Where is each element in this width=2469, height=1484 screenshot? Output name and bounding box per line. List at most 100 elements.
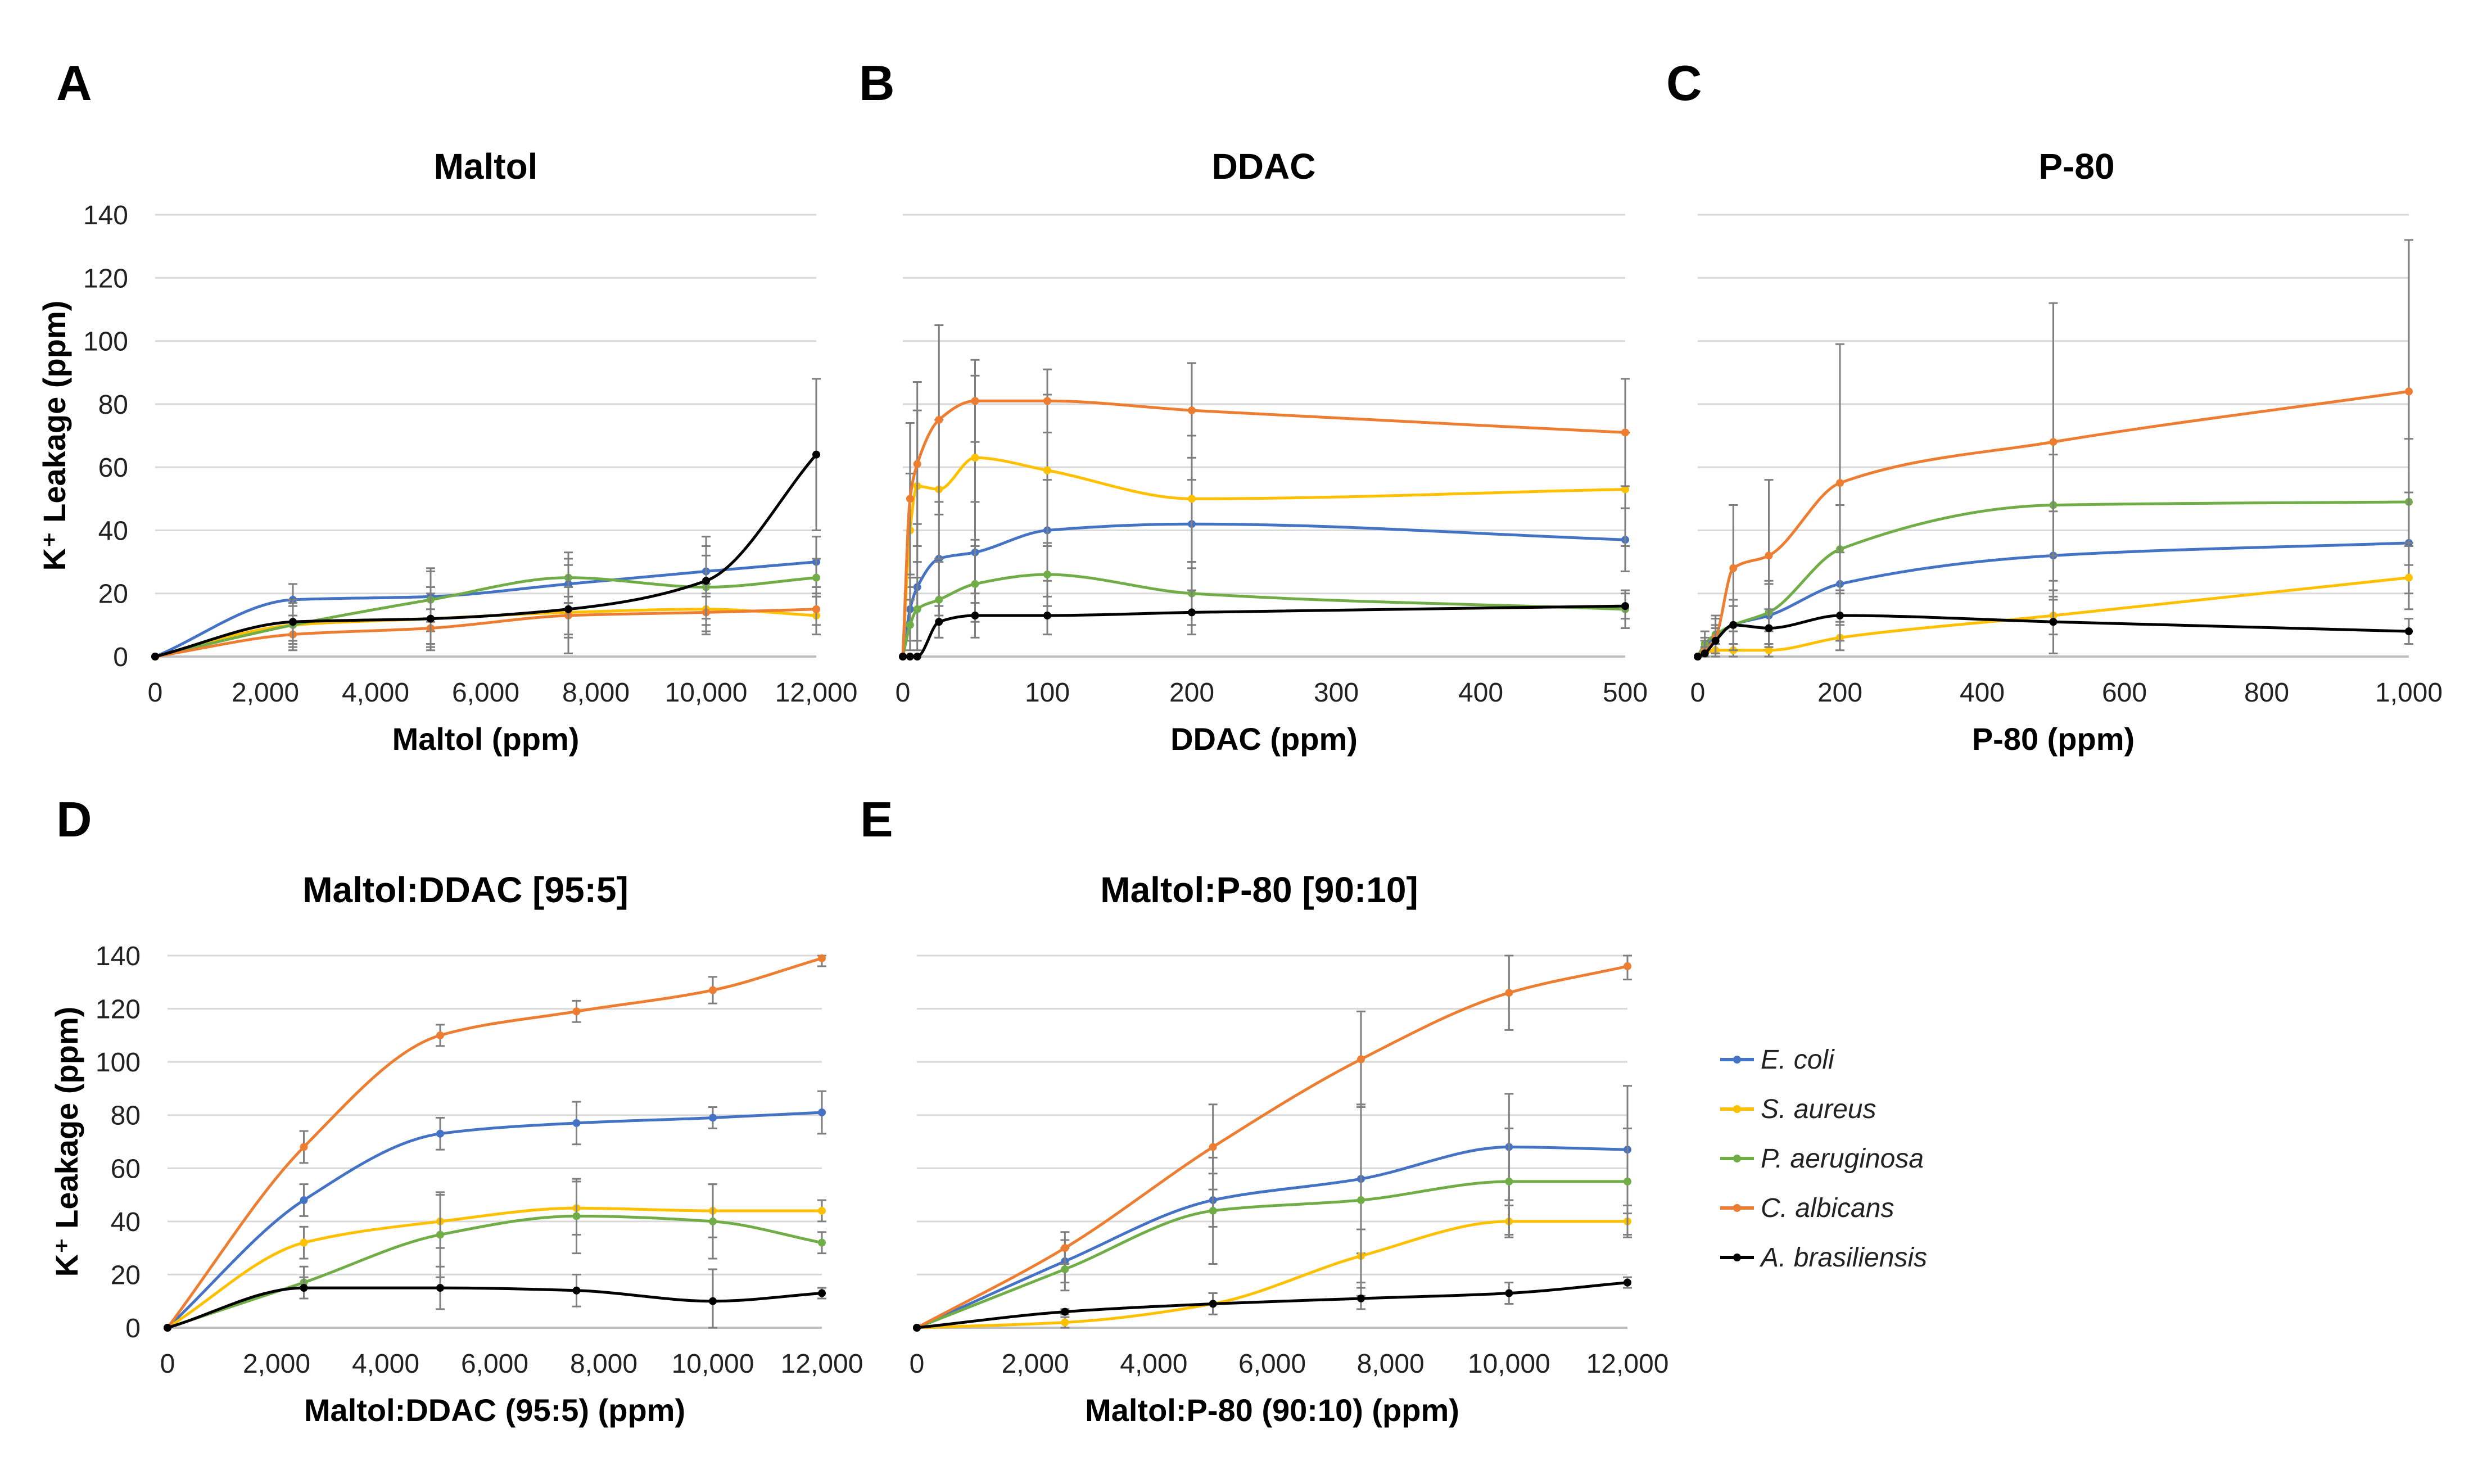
data-point bbox=[818, 1289, 826, 1297]
chart-title: DDAC bbox=[1212, 146, 1316, 187]
y-axis-label: K⁺ Leakage (ppm) bbox=[37, 301, 72, 571]
panel-label: E bbox=[860, 791, 893, 847]
data-point bbox=[436, 1230, 444, 1239]
data-point bbox=[151, 653, 159, 660]
chart-panel-E: E Maltol:P-80 [90:10] 0 2,000 4,000 6,000 8,00… bbox=[860, 791, 1668, 1428]
x-tick-label: 200 bbox=[1169, 678, 1214, 708]
data-point bbox=[709, 986, 717, 994]
y-tick-label: 140 bbox=[96, 942, 141, 971]
x-tick-label: 6,000 bbox=[1238, 1349, 1306, 1379]
data-point bbox=[818, 954, 826, 962]
data-point bbox=[2049, 618, 2058, 626]
data-point bbox=[436, 1284, 444, 1292]
x-tick-label: 200 bbox=[1817, 678, 1862, 708]
x-axis-label: Maltol:P-80 (90:10) (ppm) bbox=[1085, 1392, 1459, 1428]
x-tick-label: 0 bbox=[148, 678, 163, 708]
data-point bbox=[971, 397, 979, 405]
series-line bbox=[166, 957, 822, 1329]
x-tick-label: 100 bbox=[1025, 678, 1070, 708]
y-tick-label: 120 bbox=[96, 995, 141, 1025]
x-tick-label: 8,000 bbox=[1357, 1349, 1425, 1379]
series-line bbox=[916, 1145, 1628, 1329]
data-point bbox=[709, 1114, 717, 1122]
x-axis-label: Maltol (ppm) bbox=[392, 721, 580, 757]
y-tick-label: 100 bbox=[83, 327, 128, 357]
legend-entry: A. brasiliensis bbox=[1720, 1243, 1927, 1273]
data-point bbox=[1836, 479, 1844, 487]
data-point bbox=[1621, 485, 1629, 494]
panel-label: A bbox=[56, 55, 92, 111]
data-point bbox=[1621, 602, 1629, 610]
data-point bbox=[300, 1238, 308, 1247]
data-point bbox=[818, 1108, 826, 1116]
x-tick-label: 300 bbox=[1314, 678, 1359, 708]
series bbox=[913, 954, 1632, 1332]
data-point bbox=[1188, 608, 1196, 617]
series bbox=[913, 1276, 1632, 1332]
series-line bbox=[901, 456, 1626, 657]
x-tick-label: 10,000 bbox=[1468, 1349, 1550, 1379]
series-line bbox=[155, 560, 817, 658]
legend-label: A. brasiliensis bbox=[1759, 1243, 1927, 1273]
series-line bbox=[155, 608, 817, 658]
data-point bbox=[702, 577, 710, 585]
data-point bbox=[572, 1007, 581, 1016]
series-line bbox=[167, 1286, 822, 1329]
data-point bbox=[1765, 551, 1773, 560]
data-point bbox=[1729, 621, 1738, 629]
data-point bbox=[971, 580, 979, 588]
x-tick-label: 10,000 bbox=[672, 1349, 754, 1379]
y-tick-label: 60 bbox=[98, 453, 128, 483]
data-point bbox=[1043, 612, 1051, 620]
x-tick-label: 0 bbox=[160, 1349, 175, 1379]
data-point bbox=[300, 1196, 308, 1205]
y-tick-label: 0 bbox=[113, 643, 128, 672]
x-tick-label: 1,000 bbox=[2375, 678, 2443, 708]
series bbox=[164, 1265, 826, 1332]
series-line bbox=[901, 522, 1626, 657]
x-tick-label: 4,000 bbox=[1120, 1349, 1187, 1379]
y-tick-label: 0 bbox=[125, 1314, 141, 1343]
series bbox=[913, 1204, 1632, 1332]
legend-marker bbox=[1733, 1056, 1741, 1064]
data-point bbox=[1729, 564, 1738, 572]
data-point bbox=[1043, 397, 1051, 405]
data-point bbox=[1357, 1196, 1365, 1205]
panel-label: D bbox=[56, 791, 92, 847]
x-axis-label: DDAC (ppm) bbox=[1170, 721, 1358, 757]
x-tick-label: 6,000 bbox=[452, 678, 519, 708]
data-point bbox=[1711, 636, 1720, 645]
x-tick-label: 8,000 bbox=[570, 1349, 637, 1379]
data-point bbox=[709, 1217, 717, 1225]
legend: E. coli S. aureus P. aeruginosa C. albic… bbox=[1720, 1045, 1927, 1273]
x-tick-label: 8,000 bbox=[562, 678, 630, 708]
y-tick-label: 100 bbox=[96, 1048, 141, 1078]
x-tick-label: 4,000 bbox=[352, 1349, 419, 1379]
series-line bbox=[903, 604, 1626, 658]
series-line bbox=[155, 454, 817, 658]
x-tick-label: 2,000 bbox=[232, 678, 299, 708]
series bbox=[899, 324, 1630, 660]
x-tick-label: 2,000 bbox=[1002, 1349, 1069, 1379]
data-point bbox=[906, 621, 914, 629]
data-point bbox=[1836, 612, 1844, 620]
data-point bbox=[572, 1119, 581, 1127]
series bbox=[899, 542, 1630, 660]
chart-title: P-80 bbox=[2038, 146, 2114, 187]
data-point bbox=[2405, 387, 2413, 396]
data-point bbox=[1061, 1307, 1069, 1316]
data-point bbox=[971, 454, 979, 462]
x-tick-label: 0 bbox=[896, 678, 911, 708]
data-point bbox=[818, 1206, 826, 1215]
data-point bbox=[812, 605, 820, 613]
x-tick-label: 400 bbox=[1458, 678, 1503, 708]
data-point bbox=[1043, 466, 1051, 474]
x-axis-label: Maltol:DDAC (95:5) (ppm) bbox=[304, 1392, 685, 1428]
data-point bbox=[913, 653, 921, 660]
x-tick-label: 6,000 bbox=[461, 1349, 528, 1379]
x-tick-label: 2,000 bbox=[243, 1349, 310, 1379]
legend-entry: C. albicans bbox=[1720, 1193, 1894, 1223]
data-point bbox=[2405, 627, 2413, 636]
series bbox=[151, 378, 821, 660]
